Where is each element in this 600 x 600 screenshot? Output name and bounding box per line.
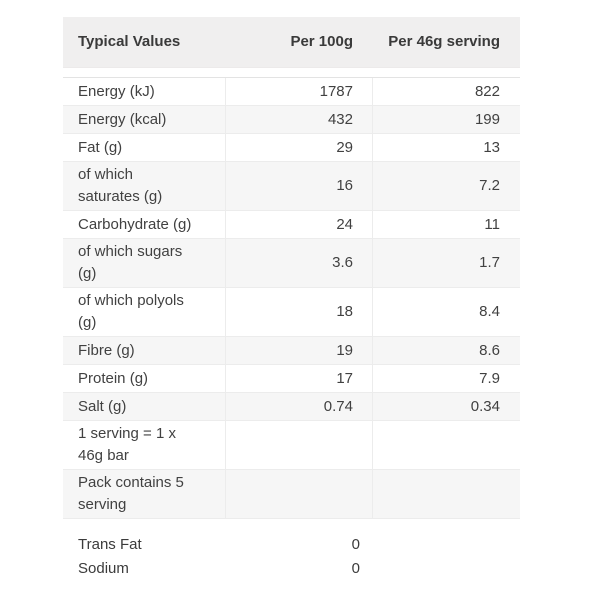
value-per-serving-cell (372, 470, 520, 518)
row-label-cell: Fibre (g) (63, 337, 225, 364)
table-row-pack-info: Pack contains 5 serving (63, 470, 520, 519)
nutrition-panel: Typical Values Per 100g Per 46g serving … (63, 17, 520, 580)
row-label-cell: Carbohydrate (g) (63, 211, 225, 238)
table-row-protein: Protein (g) 17 7.9 (63, 365, 520, 393)
value-per-serving-cell: 199 (372, 106, 520, 133)
row-label-cell: of which polyols (g) (63, 288, 225, 336)
value-per-serving-cell: 0.34 (372, 393, 520, 420)
value-per-100g-cell: 1787 (225, 78, 372, 105)
value-per-100g: 17 (336, 369, 353, 387)
value-per-100g-cell: 18 (225, 288, 372, 336)
row-label: Pack contains 5 serving (78, 474, 184, 513)
value-per-serving: 8.4 (479, 303, 500, 320)
value-per-serving-cell: 11 (372, 211, 520, 238)
table-row-fat: Fat (g) 29 13 (63, 134, 520, 162)
row-label: of which polyols (g) (78, 292, 184, 331)
value-per-serving-cell: 7.9 (372, 365, 520, 392)
value-per-100g-cell: 432 (225, 106, 372, 133)
table-row-energy-kcal: Energy (kcal) 432 199 (63, 106, 520, 134)
nutrition-table: Typical Values Per 100g Per 46g serving … (63, 17, 520, 519)
value-per-serving: 7.9 (479, 369, 500, 387)
value-per-serving-cell: 8.4 (372, 288, 520, 336)
table-row-polyols: of which polyols (g) 18 8.4 (63, 288, 520, 337)
value-per-serving: 11 (484, 215, 500, 233)
col-header-per-100g-label: Per 100g (290, 33, 353, 50)
footer-row-trans-fat: Trans Fat 0 (63, 532, 360, 556)
value-per-100g-cell: 0.74 (225, 393, 372, 420)
row-label: Fibre (g) (78, 341, 135, 359)
value-per-100g: 19 (336, 341, 353, 359)
table-row-sugars: of which sugars (g) 3.6 1.7 (63, 239, 520, 288)
value-per-100g: 24 (336, 215, 353, 233)
table-header-row: Typical Values Per 100g Per 46g serving (63, 17, 520, 68)
table-row-serving-info: 1 serving = 1 x 46g bar (63, 421, 520, 470)
value-per-serving-cell (372, 421, 520, 469)
value-per-serving: 822 (474, 82, 500, 100)
row-label: Protein (g) (78, 369, 149, 387)
col-header-typical-values: Typical Values (63, 17, 225, 67)
footer-row-label: Sodium (78, 559, 129, 577)
value-per-100g: 16 (336, 177, 353, 194)
row-label-cell: Protein (g) (63, 365, 225, 392)
row-label: Fat (g) (78, 138, 123, 156)
value-per-serving-cell: 7.2 (372, 162, 520, 210)
value-per-100g-cell: 3.6 (225, 239, 372, 287)
footer-row-value: 0 (351, 559, 360, 577)
value-per-serving-cell: 8.6 (372, 337, 520, 364)
value-per-serving: 1.7 (479, 254, 500, 271)
value-per-serving-cell: 13 (372, 134, 520, 161)
value-per-100g: 3.6 (332, 254, 353, 271)
value-per-serving: 199 (474, 110, 500, 128)
table-row-energy-kj: Energy (kJ) 1787 822 (63, 78, 520, 106)
row-label: Energy (kJ) (78, 82, 155, 100)
row-label: 1 serving = 1 x 46g bar (78, 425, 176, 464)
value-per-100g: 1787 (319, 82, 353, 100)
footer-row-label: Trans Fat (78, 535, 142, 553)
value-per-serving-cell: 822 (372, 78, 520, 105)
table-row-saturates: of which saturates (g) 16 7.2 (63, 162, 520, 211)
col-header-per-46g-serving-label: Per 46g serving (388, 33, 500, 50)
value-per-100g-cell: 17 (225, 365, 372, 392)
value-per-serving: 0.34 (470, 397, 500, 415)
extra-nutrition-rows: Trans Fat 0 Sodium 0 (63, 532, 360, 580)
col-header-per-100g: Per 100g (225, 17, 372, 67)
col-header-typical-values-label: Typical Values (78, 33, 181, 50)
table-row-salt: Salt (g) 0.74 0.34 (63, 393, 520, 421)
value-per-100g-cell: 24 (225, 211, 372, 238)
row-label-cell: 1 serving = 1 x 46g bar (63, 421, 225, 469)
row-label: Salt (g) (78, 397, 127, 415)
value-per-100g-cell: 29 (225, 134, 372, 161)
value-per-100g: 29 (336, 138, 353, 156)
row-label-cell: of which sugars (g) (63, 239, 225, 287)
value-per-serving: 7.2 (479, 177, 500, 194)
row-label-cell: Energy (kJ) (63, 78, 225, 105)
footer-row-sodium: Sodium 0 (63, 556, 360, 580)
row-label-cell: of which saturates (g) (63, 162, 225, 210)
table-body: Energy (kJ) 1787 822 Energy (kcal) 432 1… (63, 77, 520, 519)
value-per-100g-cell (225, 421, 372, 469)
value-per-serving-cell: 1.7 (372, 239, 520, 287)
footer-row-value: 0 (351, 535, 360, 553)
row-label: Energy (kcal) (78, 110, 167, 128)
row-label-cell: Pack contains 5 serving (63, 470, 225, 518)
row-label-cell: Fat (g) (63, 134, 225, 161)
row-label: of which sugars (g) (78, 243, 183, 282)
value-per-serving: 8.6 (479, 341, 500, 359)
row-label-cell: Energy (kcal) (63, 106, 225, 133)
value-per-100g-cell (225, 470, 372, 518)
value-per-100g-cell: 19 (225, 337, 372, 364)
row-label: of which saturates (g) (78, 166, 163, 205)
value-per-100g: 0.74 (323, 397, 353, 415)
value-per-100g-cell: 16 (225, 162, 372, 210)
value-per-100g: 432 (327, 110, 353, 128)
table-row-fibre: Fibre (g) 19 8.6 (63, 337, 520, 365)
row-label: Carbohydrate (g) (78, 215, 192, 233)
value-per-serving: 13 (483, 138, 500, 156)
row-label-cell: Salt (g) (63, 393, 225, 420)
col-header-per-46g-serving: Per 46g serving (372, 17, 520, 67)
table-row-carbohydrate: Carbohydrate (g) 24 11 (63, 211, 520, 239)
value-per-100g: 18 (336, 303, 353, 320)
